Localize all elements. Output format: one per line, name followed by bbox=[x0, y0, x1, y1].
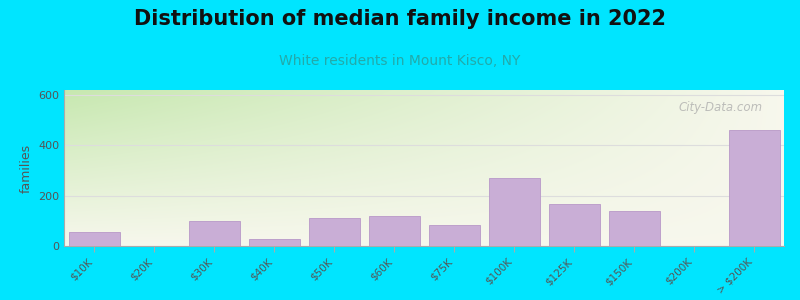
Text: Distribution of median family income in 2022: Distribution of median family income in … bbox=[134, 9, 666, 29]
Bar bbox=[729, 130, 779, 246]
Bar bbox=[429, 225, 479, 246]
Bar bbox=[249, 239, 299, 246]
Bar bbox=[309, 218, 359, 246]
Bar bbox=[549, 205, 599, 246]
Bar bbox=[369, 216, 419, 246]
Y-axis label: families: families bbox=[19, 143, 33, 193]
Text: White residents in Mount Kisco, NY: White residents in Mount Kisco, NY bbox=[279, 54, 521, 68]
Bar bbox=[609, 211, 659, 246]
Bar bbox=[69, 232, 119, 246]
Bar bbox=[489, 178, 539, 246]
Text: City-Data.com: City-Data.com bbox=[678, 101, 762, 114]
Bar bbox=[189, 221, 239, 246]
